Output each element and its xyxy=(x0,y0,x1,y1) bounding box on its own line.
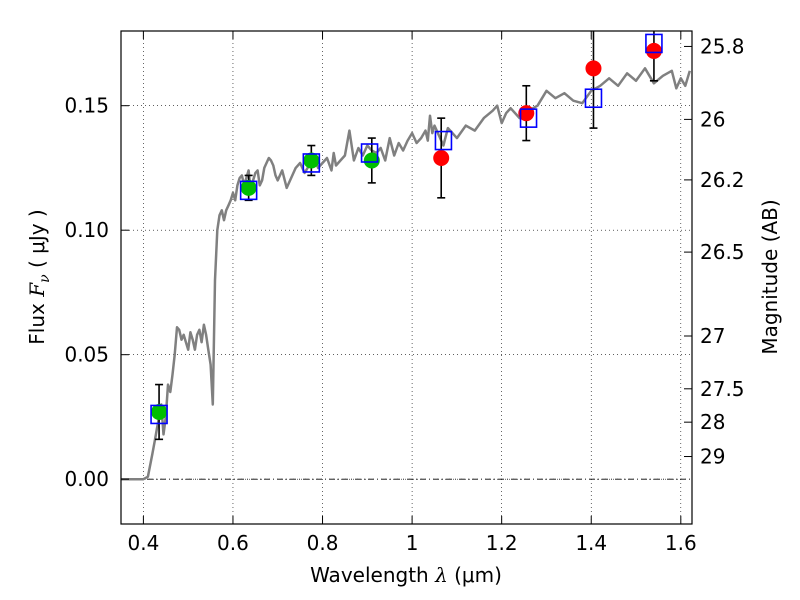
y2-tick-label: 27 xyxy=(700,324,725,348)
x-tick-label: 1.2 xyxy=(486,531,518,555)
y-tick-labels: 0.00 0.05 0.10 0.15 xyxy=(64,94,109,491)
model-band-square xyxy=(239,180,258,201)
x-axis-title: Wavelength λ (μm) xyxy=(310,563,502,587)
axis-ticks xyxy=(121,31,692,524)
y-tick-label: 0.00 xyxy=(64,467,109,491)
model-band-square xyxy=(360,143,379,163)
x-tick-label: 0.8 xyxy=(307,531,339,555)
y-axis-title: Flux Fν ( μJy ) xyxy=(25,209,53,344)
model-band-square xyxy=(150,404,168,425)
observed-point-red xyxy=(433,149,450,166)
y2-tick-label: 28 xyxy=(700,410,725,434)
x-tick-label: 1 xyxy=(406,531,419,555)
model-band-square xyxy=(584,88,603,109)
observed-point-green xyxy=(363,152,380,169)
model-band-square xyxy=(302,153,321,173)
y2-tick-label: 26 xyxy=(700,107,725,131)
observed-point-green xyxy=(303,152,320,169)
model-band-square xyxy=(645,33,663,54)
plot-frame xyxy=(120,30,693,525)
model-band-square xyxy=(434,130,453,151)
plot-area xyxy=(121,31,691,481)
y2-tick-label: 27.5 xyxy=(700,377,745,401)
observed-point-red xyxy=(645,42,662,59)
y2-tick-labels: 25.8 26 26.2 26.5 27 27.5 28 29 xyxy=(700,34,745,468)
observed-point-green xyxy=(151,403,168,420)
observed-points xyxy=(151,42,662,420)
model-band-square xyxy=(519,108,538,128)
observed-point-green xyxy=(240,179,257,196)
y2-tick-label: 25.8 xyxy=(700,34,745,58)
x-tick-label: 0.6 xyxy=(217,531,249,555)
y2-tick-label: 26.2 xyxy=(700,168,745,192)
observed-point-red xyxy=(585,60,602,77)
x-tick-labels: 0.4 0.6 0.8 1 1.2 1.4 1.6 xyxy=(127,531,696,555)
x-tick-label: 1.6 xyxy=(665,531,697,555)
y2-axis-title: Magnitude (AB) xyxy=(758,199,782,354)
x-tick-label: 0.4 xyxy=(127,531,159,555)
model-band-markers xyxy=(150,33,663,425)
y-tick-label: 0.05 xyxy=(64,343,109,367)
y2-tick-label: 29 xyxy=(700,445,725,469)
y-tick-label: 0.10 xyxy=(64,218,109,242)
x-tick-label: 1.4 xyxy=(575,531,607,555)
y-tick-label: 0.15 xyxy=(64,94,109,118)
y2-tick-label: 26.5 xyxy=(700,240,745,264)
